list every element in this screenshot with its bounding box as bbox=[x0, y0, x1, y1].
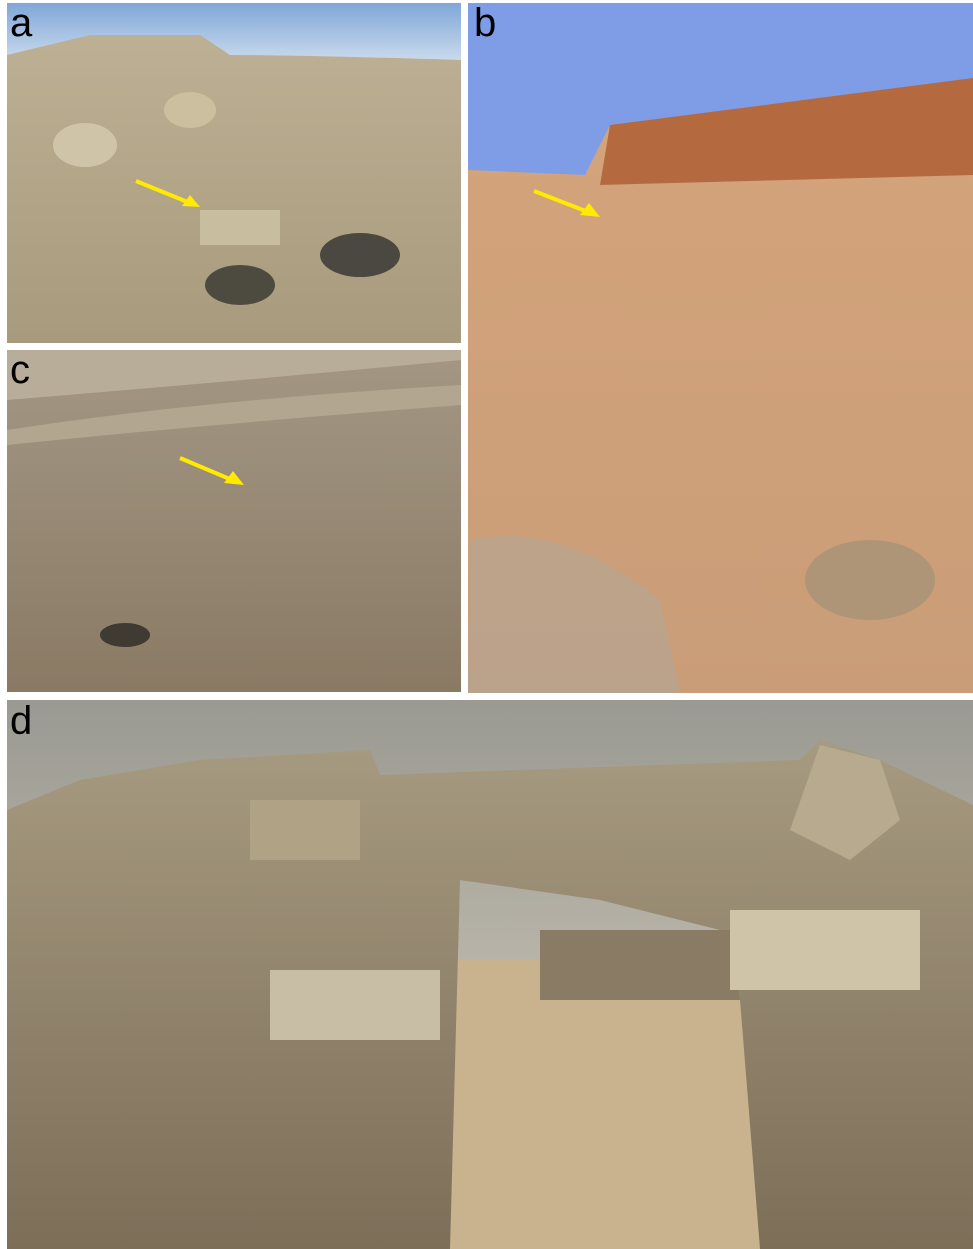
panel-label: d bbox=[10, 699, 32, 743]
panel-a: a bbox=[7, 1, 461, 343]
inner-wall bbox=[540, 930, 740, 1000]
panel-c: c bbox=[7, 348, 461, 692]
rock bbox=[200, 210, 280, 245]
panel-label: a bbox=[10, 1, 33, 45]
shrub bbox=[205, 265, 275, 305]
figure: a b c d bbox=[0, 0, 973, 1249]
rock bbox=[164, 92, 216, 128]
rock bbox=[53, 123, 117, 167]
panel-label: b bbox=[474, 1, 496, 45]
shrub bbox=[805, 540, 935, 620]
stone bbox=[730, 910, 920, 990]
panel-label: c bbox=[10, 348, 30, 392]
stone bbox=[250, 800, 360, 860]
shrub bbox=[100, 623, 150, 647]
panel-b: b bbox=[468, 1, 973, 693]
panel-d: d bbox=[7, 699, 973, 1249]
stone bbox=[270, 970, 440, 1040]
shrub bbox=[320, 233, 400, 277]
